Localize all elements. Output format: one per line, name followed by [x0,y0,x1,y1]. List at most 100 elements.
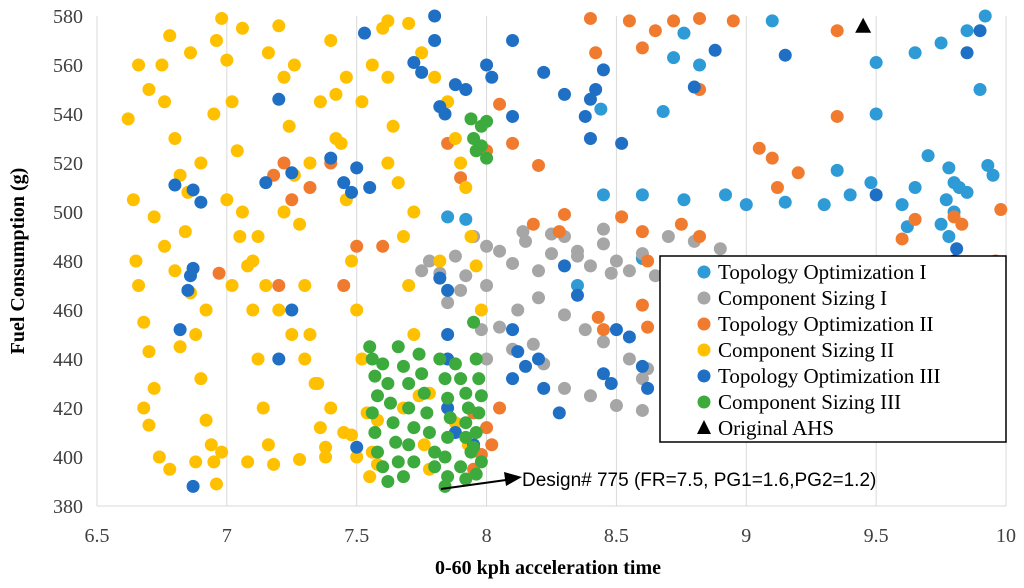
data-point [459,212,473,226]
data-point [648,269,662,283]
data-point [532,291,546,305]
y-tick-label: 420 [53,398,83,420]
data-point [596,222,610,236]
data-point [459,386,473,400]
data-point [272,19,286,33]
data-point [155,58,169,72]
data-point [469,467,483,481]
legend-label: Original AHS [718,416,834,440]
data-point [441,470,455,484]
data-point [464,112,478,126]
data-point [132,58,146,72]
data-point [960,185,974,199]
data-point [493,97,507,111]
data-point [921,149,935,163]
data-point [615,210,629,224]
data-point [233,230,247,243]
data-point [194,156,208,170]
data-point [986,168,1000,182]
annotation-arrow [440,479,507,490]
data-point [469,259,483,273]
data-point [908,212,922,226]
legend-marker [697,343,711,357]
data-point [363,470,377,484]
data-point [480,114,494,128]
data-point [448,132,462,145]
data-point [545,247,558,261]
data-point [285,328,299,341]
series-original-ahs [855,17,872,33]
data-point [661,230,675,243]
data-point [532,264,546,278]
data-point [313,95,327,109]
data-point [438,479,452,493]
data-point [324,401,338,415]
data-point [417,386,431,400]
data-point [459,83,473,96]
data-point [493,244,507,258]
data-point [285,193,299,207]
data-point [324,34,338,47]
data-point [313,421,327,435]
data-point [973,24,987,38]
data-point [147,210,161,224]
data-point [578,109,592,123]
data-point [303,181,317,194]
data-point [635,188,649,202]
annotation: Design# 775 (FR=7.5, PG1=1.6,PG2=1.2) [440,470,876,491]
data-point [570,279,584,292]
data-point [459,416,473,430]
data-point [609,323,623,337]
annotation-arrowhead [504,472,522,486]
x-tick-label: 6.5 [85,525,110,547]
data-point [396,470,410,484]
legend-marker [697,265,711,279]
data-point [641,254,655,268]
data-point [485,70,499,84]
data-point [480,239,494,253]
data-point [615,136,629,150]
data-point [454,283,468,297]
data-point [942,230,956,243]
data-point [428,9,442,23]
data-point [765,151,779,165]
data-point [591,310,605,324]
data-point [412,347,426,361]
annotation-text: Design# 775 (FR=7.5, PG1=1.6,PG2=1.2) [522,470,876,491]
data-point [428,70,442,84]
data-point [259,279,273,292]
legend-marker [697,369,711,383]
data-point [955,217,969,231]
data-point [251,352,265,366]
data-point [376,357,390,371]
data-point [908,46,922,60]
legend-label: Component Sizing I [718,286,887,310]
y-tick-label: 440 [53,349,83,371]
data-point [895,198,909,212]
data-point [199,413,213,427]
data-point [973,83,987,96]
data-point [519,359,533,373]
data-point [596,63,610,77]
data-point [596,367,610,381]
data-point [142,83,156,96]
data-point [506,323,520,337]
data-point [181,283,195,297]
data-point [830,109,844,123]
data-point [147,381,161,395]
data-point [719,188,733,202]
data-point [472,372,486,386]
data-point [329,132,343,145]
data-point [428,460,442,474]
data-point [311,377,325,390]
series-component-sizing-iii [363,112,494,493]
data-point [433,254,447,268]
data-point [454,372,468,386]
data-point [396,359,410,373]
data-point [220,53,234,67]
data-point [752,141,766,155]
data-point [261,46,275,60]
data-point [319,440,333,454]
data-point [350,303,364,317]
